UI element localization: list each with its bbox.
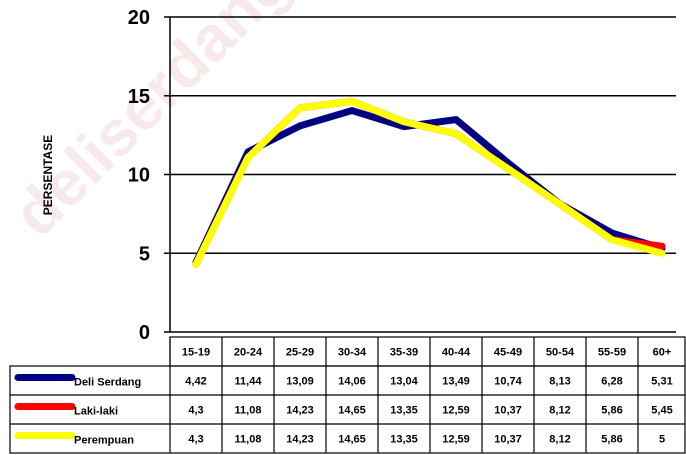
data-label: 11,08 — [235, 434, 262, 446]
data-label: 13,35 — [390, 434, 418, 446]
data-label: 8,13 — [549, 376, 570, 388]
legend-series-name: Perempuan — [74, 435, 134, 447]
series-lines — [192, 97, 666, 268]
y-axis-ticks: 0 5 10 15 20 — [128, 7, 150, 344]
x-category-label: 40-44 — [442, 347, 471, 359]
data-label: 5,86 — [601, 405, 622, 417]
y-tick-label: 15 — [128, 86, 150, 108]
y-tick-label: 5 — [139, 243, 150, 265]
table-body-border — [9, 365, 686, 454]
legend-series-name: Deli Serdang — [74, 377, 141, 389]
data-label: 6,28 — [601, 376, 622, 388]
data-label: 4,3 — [188, 434, 203, 446]
data-label: 10,37 — [494, 405, 522, 417]
data-label: 14,06 — [338, 376, 366, 388]
legend-series-name: Laki-laki — [74, 406, 118, 418]
data-label: 11,44 — [235, 376, 263, 388]
data-label: 14,23 — [286, 434, 314, 446]
data-label: 4,3 — [188, 405, 203, 417]
data-label: 5 — [659, 434, 665, 446]
data-label: 13,35 — [390, 405, 418, 417]
x-category-label: 55-59 — [598, 347, 626, 359]
data-label: 5,45 — [651, 405, 672, 417]
data-label: 10,74 — [494, 376, 522, 388]
data-label: 12,59 — [442, 434, 470, 446]
data-label: 13,49 — [442, 376, 470, 388]
gridlines — [164, 16, 676, 333]
x-category-label: 35-39 — [390, 347, 418, 359]
data-label: 10,37 — [494, 434, 522, 446]
data-label: 13,04 — [390, 376, 418, 388]
data-label: 5,86 — [601, 434, 622, 446]
y-tick-label: 10 — [128, 165, 150, 187]
data-label: 4,42 — [185, 376, 206, 388]
series-line-perempuan — [192, 97, 666, 268]
data-table: 15-19 20-24 25-29 30-34 35-39 40-44 45-49 50-54… — [9, 336, 686, 454]
data-label: 12,59 — [442, 405, 470, 417]
data-label: 8,12 — [549, 405, 570, 417]
x-category-label: 25-29 — [286, 347, 314, 359]
x-category-label: 60+ — [653, 347, 672, 359]
data-label: 11,08 — [235, 405, 262, 417]
x-category-label: 15-19 — [182, 347, 210, 359]
x-category-label: 50-54 — [546, 347, 575, 359]
x-category-label: 20-24 — [234, 347, 263, 359]
series-line-deli-serdang — [192, 107, 666, 266]
data-label: 14,23 — [286, 405, 314, 417]
data-label: 13,09 — [286, 376, 314, 388]
data-label: 8,12 — [549, 434, 570, 446]
data-label: 14,65 — [338, 405, 366, 417]
x-category-label: 45-49 — [494, 347, 522, 359]
data-label: 5,31 — [651, 376, 672, 388]
x-category-label: 30-34 — [338, 347, 367, 359]
y-tick-label: 0 — [139, 322, 150, 344]
y-axis-label: PERSENTASE — [41, 135, 55, 215]
y-tick-label: 20 — [128, 7, 150, 29]
data-label: 14,65 — [338, 434, 366, 446]
